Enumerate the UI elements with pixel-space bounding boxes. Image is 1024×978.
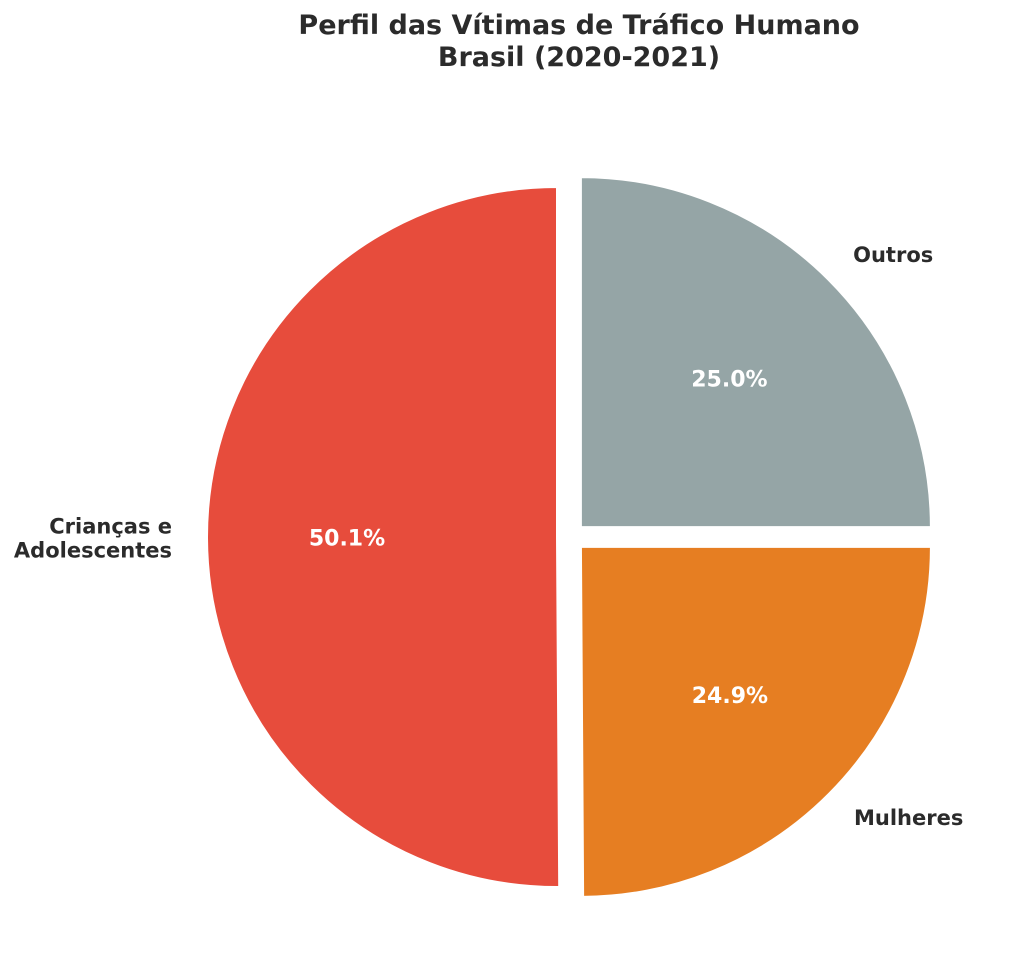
pie-slice-0 bbox=[206, 186, 561, 889]
slice-percent-label-2: 25.0% bbox=[691, 368, 767, 393]
pie-slice-1 bbox=[579, 545, 932, 898]
slice-category-label-0-line-0: Crianças e bbox=[49, 514, 172, 538]
chart-title-line-2: Brasil (2020-2021) bbox=[438, 42, 720, 73]
slice-percent-label-1: 24.9% bbox=[692, 684, 768, 709]
pie-slice-2 bbox=[579, 176, 932, 529]
slice-category-label-0-line-1: Adolescentes bbox=[14, 538, 172, 562]
slice-category-label-2: Outros bbox=[853, 243, 933, 267]
slice-category-label-1: Mulheres bbox=[854, 806, 963, 830]
slice-percent-label-0: 50.1% bbox=[309, 527, 385, 552]
chart-title-line-1: Perfil das Vítimas de Tráfico Humano bbox=[298, 10, 859, 41]
